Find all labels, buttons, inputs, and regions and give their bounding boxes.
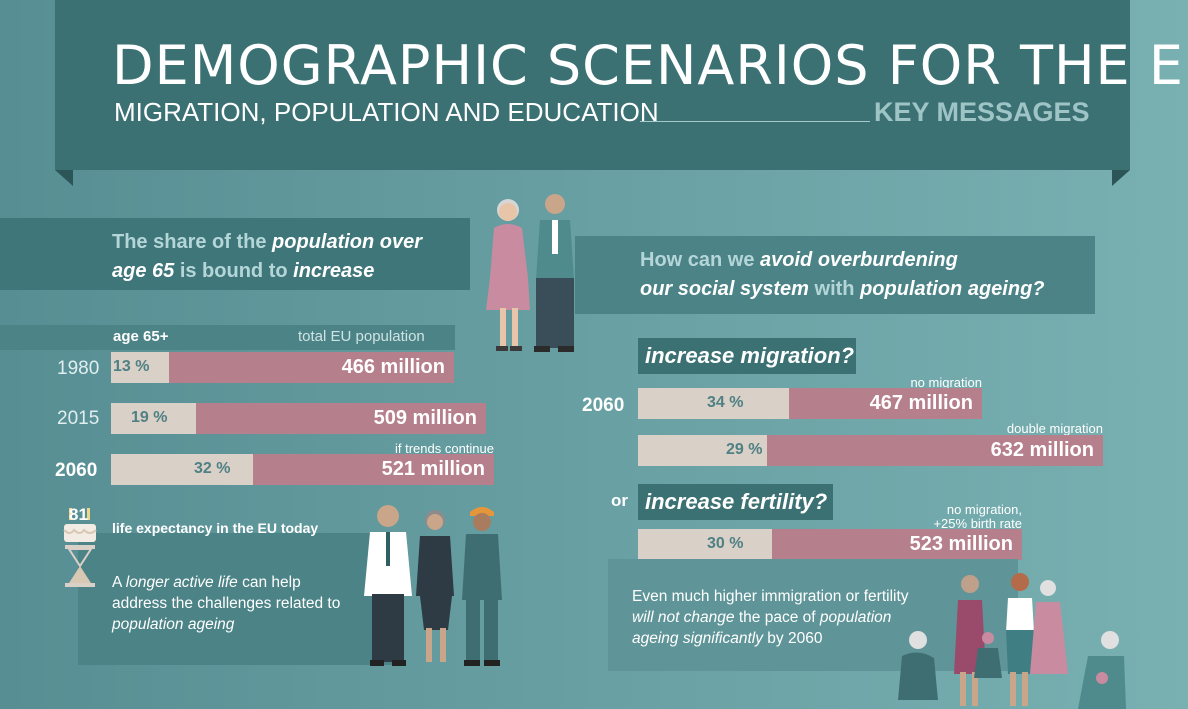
column-header-bar — [0, 325, 455, 350]
pace-emphasis: will not change — [632, 609, 735, 626]
scenario-note-line: +25% birth rate — [933, 516, 1022, 531]
left-headline: The share of the population over age 65 … — [112, 228, 422, 286]
header-banner — [55, 0, 1130, 170]
right-headline-emphasis: avoid overburdening — [760, 249, 958, 271]
workers-icon — [364, 505, 502, 666]
year-label: 2060 — [582, 395, 625, 416]
age-share-label: 29 % — [726, 441, 763, 458]
active-life-text: A longer active life can help address th… — [112, 572, 352, 635]
pace-of-ageing-text: Even much higher immigration or fertilit… — [632, 586, 932, 649]
column-header-total: total EU population — [298, 328, 425, 345]
scenario-note: no migration — [910, 375, 982, 390]
life-expectancy-label: life expectancy in the EU today — [112, 520, 319, 536]
age-share-label: 30 % — [707, 535, 744, 552]
left-headline-part: The share of the — [112, 231, 273, 253]
active-life-part: can help address the challenges related … — [112, 574, 341, 612]
scenario-bar: 34 % 467 million — [638, 388, 982, 419]
pace-emphasis: population ageing significantly — [632, 609, 892, 647]
total-population-label: 509 million — [373, 407, 477, 429]
right-headline-part: How can we — [640, 249, 761, 271]
age-share-segment — [638, 435, 767, 466]
scenario-bar: 29 % 632 million — [638, 435, 1103, 466]
right-headline-emphasis: our social system — [640, 278, 809, 300]
left-headline-emphasis: increase — [293, 260, 375, 282]
fertility-question: increase fertility? — [645, 489, 828, 514]
active-life-emphasis: population ageing — [112, 616, 235, 633]
age-share-segment — [111, 403, 196, 434]
right-headline-part: with — [808, 278, 861, 300]
scenario-note: no migration, +25% birth rate — [860, 503, 1022, 531]
year-label: 2060 — [55, 460, 98, 481]
life-expectancy-value: 81 — [69, 505, 88, 524]
right-headline-banner — [575, 236, 1095, 314]
left-headline-part: is bound to — [174, 260, 294, 282]
population-bar: 19 % 509 million — [111, 403, 486, 434]
right-headline: How can we avoid overburdening our socia… — [640, 246, 1045, 304]
scenario-bar: 30 % 523 million — [638, 529, 1022, 560]
total-population-label: 521 million — [381, 458, 485, 480]
elderly-couple-icon — [486, 194, 574, 352]
key-messages-label: KEY MESSAGES — [874, 97, 1090, 127]
pace-part: the pace of — [734, 609, 820, 626]
hourglass-icon — [65, 545, 95, 587]
page-title: DEMOGRAPHIC SCENARIOS FOR THE EU — [112, 34, 1188, 97]
left-headline-emphasis: age 65 — [112, 260, 175, 282]
banner-fold-left — [55, 170, 73, 186]
column-header-age: age 65+ — [113, 328, 169, 345]
left-headline-banner — [0, 218, 470, 290]
scenario-note-line: no migration, — [946, 502, 1022, 517]
age-share-label: 19 % — [131, 409, 168, 426]
or-label: or — [611, 491, 628, 510]
migration-question: increase migration? — [645, 343, 855, 368]
pace-part: Even much higher immigration or fertilit… — [632, 588, 909, 605]
scenario-note: double migration — [1006, 421, 1103, 436]
population-bar: 13 % 466 million — [111, 352, 454, 383]
age-share-label: 13 % — [113, 358, 150, 375]
age-share-label: 34 % — [707, 394, 744, 411]
subtitle-divider — [640, 121, 870, 122]
fertility-question-box — [638, 484, 833, 520]
age-share-segment — [111, 454, 253, 485]
pace-part: by 2060 — [762, 630, 823, 647]
banner-fold-right — [1112, 170, 1130, 186]
year-label: 1980 — [57, 358, 100, 379]
age-share-segment — [638, 529, 772, 560]
age-share-label: 32 % — [194, 460, 231, 477]
total-population-label: 632 million — [990, 439, 1094, 461]
total-population-label: 466 million — [341, 356, 445, 378]
total-population-label: 467 million — [869, 392, 973, 414]
age-share-segment — [111, 352, 169, 383]
population-bar: 32 % 521 million — [111, 454, 494, 485]
pace-of-ageing-box — [608, 559, 1018, 671]
page-subtitle: MIGRATION, POPULATION AND EDUCATION — [114, 97, 659, 127]
active-life-emphasis: longer active life — [125, 574, 238, 591]
age-share-segment — [638, 388, 789, 419]
left-headline-emphasis: population over — [272, 231, 423, 253]
family-icon — [898, 573, 1126, 709]
right-headline-emphasis: population ageing? — [860, 278, 1045, 300]
migration-question-box — [638, 338, 856, 374]
birthday-cake-icon — [63, 508, 97, 542]
active-life-part: A — [112, 574, 126, 591]
year-label: 2015 — [57, 408, 100, 429]
active-life-box — [78, 533, 403, 665]
total-population-label: 523 million — [909, 533, 1013, 555]
scenario-note: if trends continue — [394, 441, 494, 456]
